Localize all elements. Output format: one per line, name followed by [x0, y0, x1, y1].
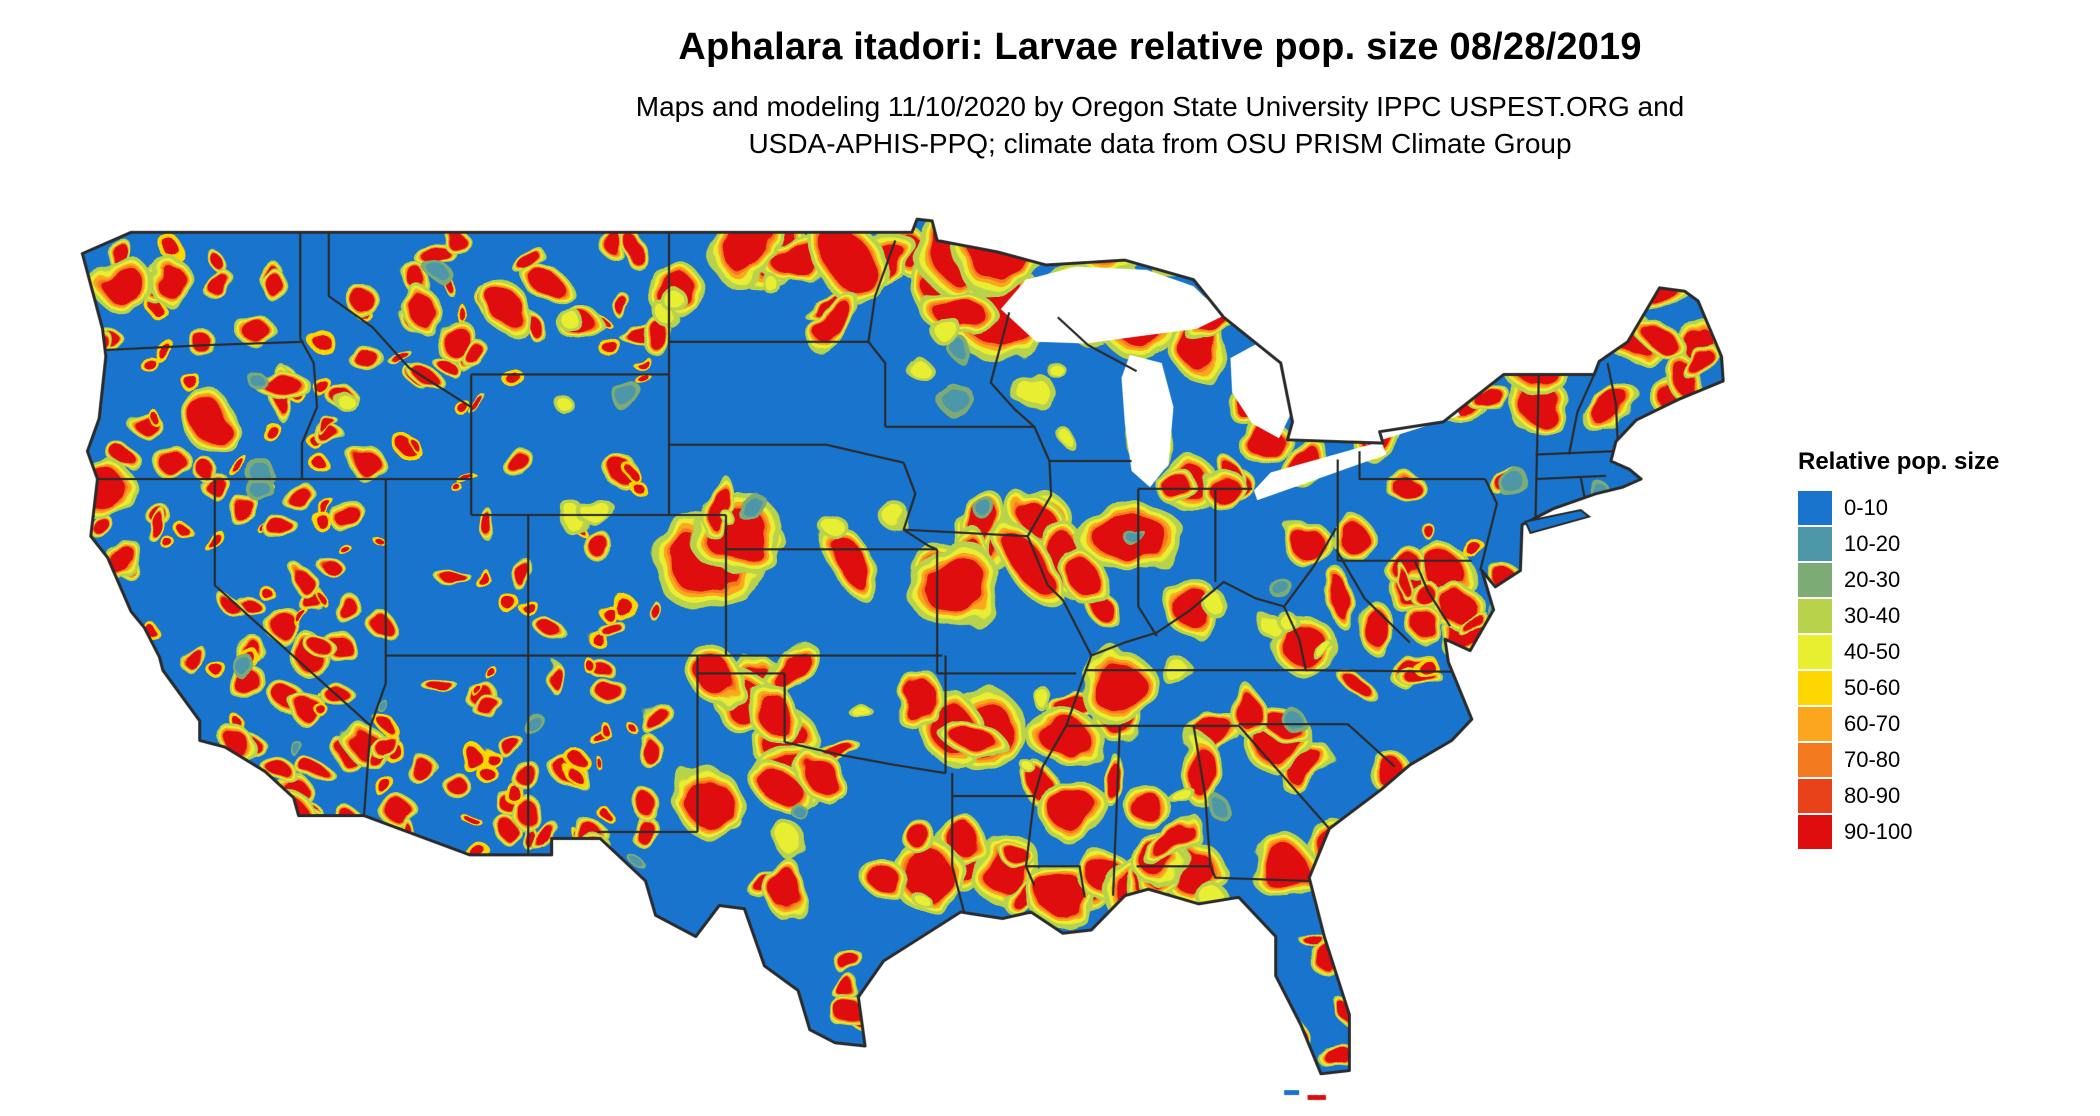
legend-item: 20-30 — [1798, 562, 1999, 598]
legend-item: 50-60 — [1798, 670, 1999, 706]
legend-items: 0-10 10-20 20-30 30-40 40-50 50-60 60-70 70-80 8… — [1798, 490, 1999, 850]
legend-swatch — [1798, 635, 1832, 669]
legend-swatch — [1798, 527, 1832, 561]
legend-label: 70-80 — [1844, 747, 1901, 772]
legend-item: 70-80 — [1798, 742, 1999, 778]
legend-item: 30-40 — [1798, 598, 1999, 634]
map-header: Aphalara itadori: Larvae relative pop. s… — [460, 26, 1860, 163]
legend-label: 10-20 — [1844, 531, 1901, 556]
legend-title: Relative pop. size — [1798, 448, 2000, 475]
legend-swatch — [1798, 743, 1832, 777]
legend-swatch — [1798, 491, 1832, 525]
legend: Relative pop. size 0-10 10-20 20-30 30-40 40… — [1798, 448, 1999, 850]
us-map-svg — [80, 217, 1725, 1100]
legend-swatch — [1798, 707, 1832, 741]
legend-label: 60-70 — [1844, 711, 1901, 736]
map-subtitle: Maps and modeling 11/10/2020 by Oregon S… — [635, 91, 1685, 159]
legend-label: 40-50 — [1844, 639, 1901, 664]
legend-swatch — [1798, 815, 1832, 849]
legend-swatch — [1798, 671, 1832, 705]
legend-item: 0-10 — [1798, 490, 1999, 526]
legend-item: 90-100 — [1798, 814, 1999, 850]
us-map — [74, 198, 1750, 1113]
legend-label: 50-60 — [1844, 675, 1901, 700]
map-title: Aphalara itadori: Larvae relative pop. s… — [678, 26, 1642, 68]
legend-swatch — [1798, 599, 1832, 633]
legend-label: 90-100 — [1844, 819, 1913, 844]
legend-item: 80-90 — [1798, 778, 1999, 814]
legend-label: 20-30 — [1844, 567, 1901, 592]
legend-item: 10-20 — [1798, 526, 1999, 562]
legend-item: 40-50 — [1798, 634, 1999, 670]
legend-label: 0-10 — [1844, 495, 1889, 520]
legend-swatch — [1798, 563, 1832, 597]
legend-label: 80-90 — [1844, 783, 1901, 808]
legend-label: 30-40 — [1844, 603, 1901, 628]
legend-swatch — [1798, 779, 1832, 813]
legend-item: 60-70 — [1798, 706, 1999, 742]
